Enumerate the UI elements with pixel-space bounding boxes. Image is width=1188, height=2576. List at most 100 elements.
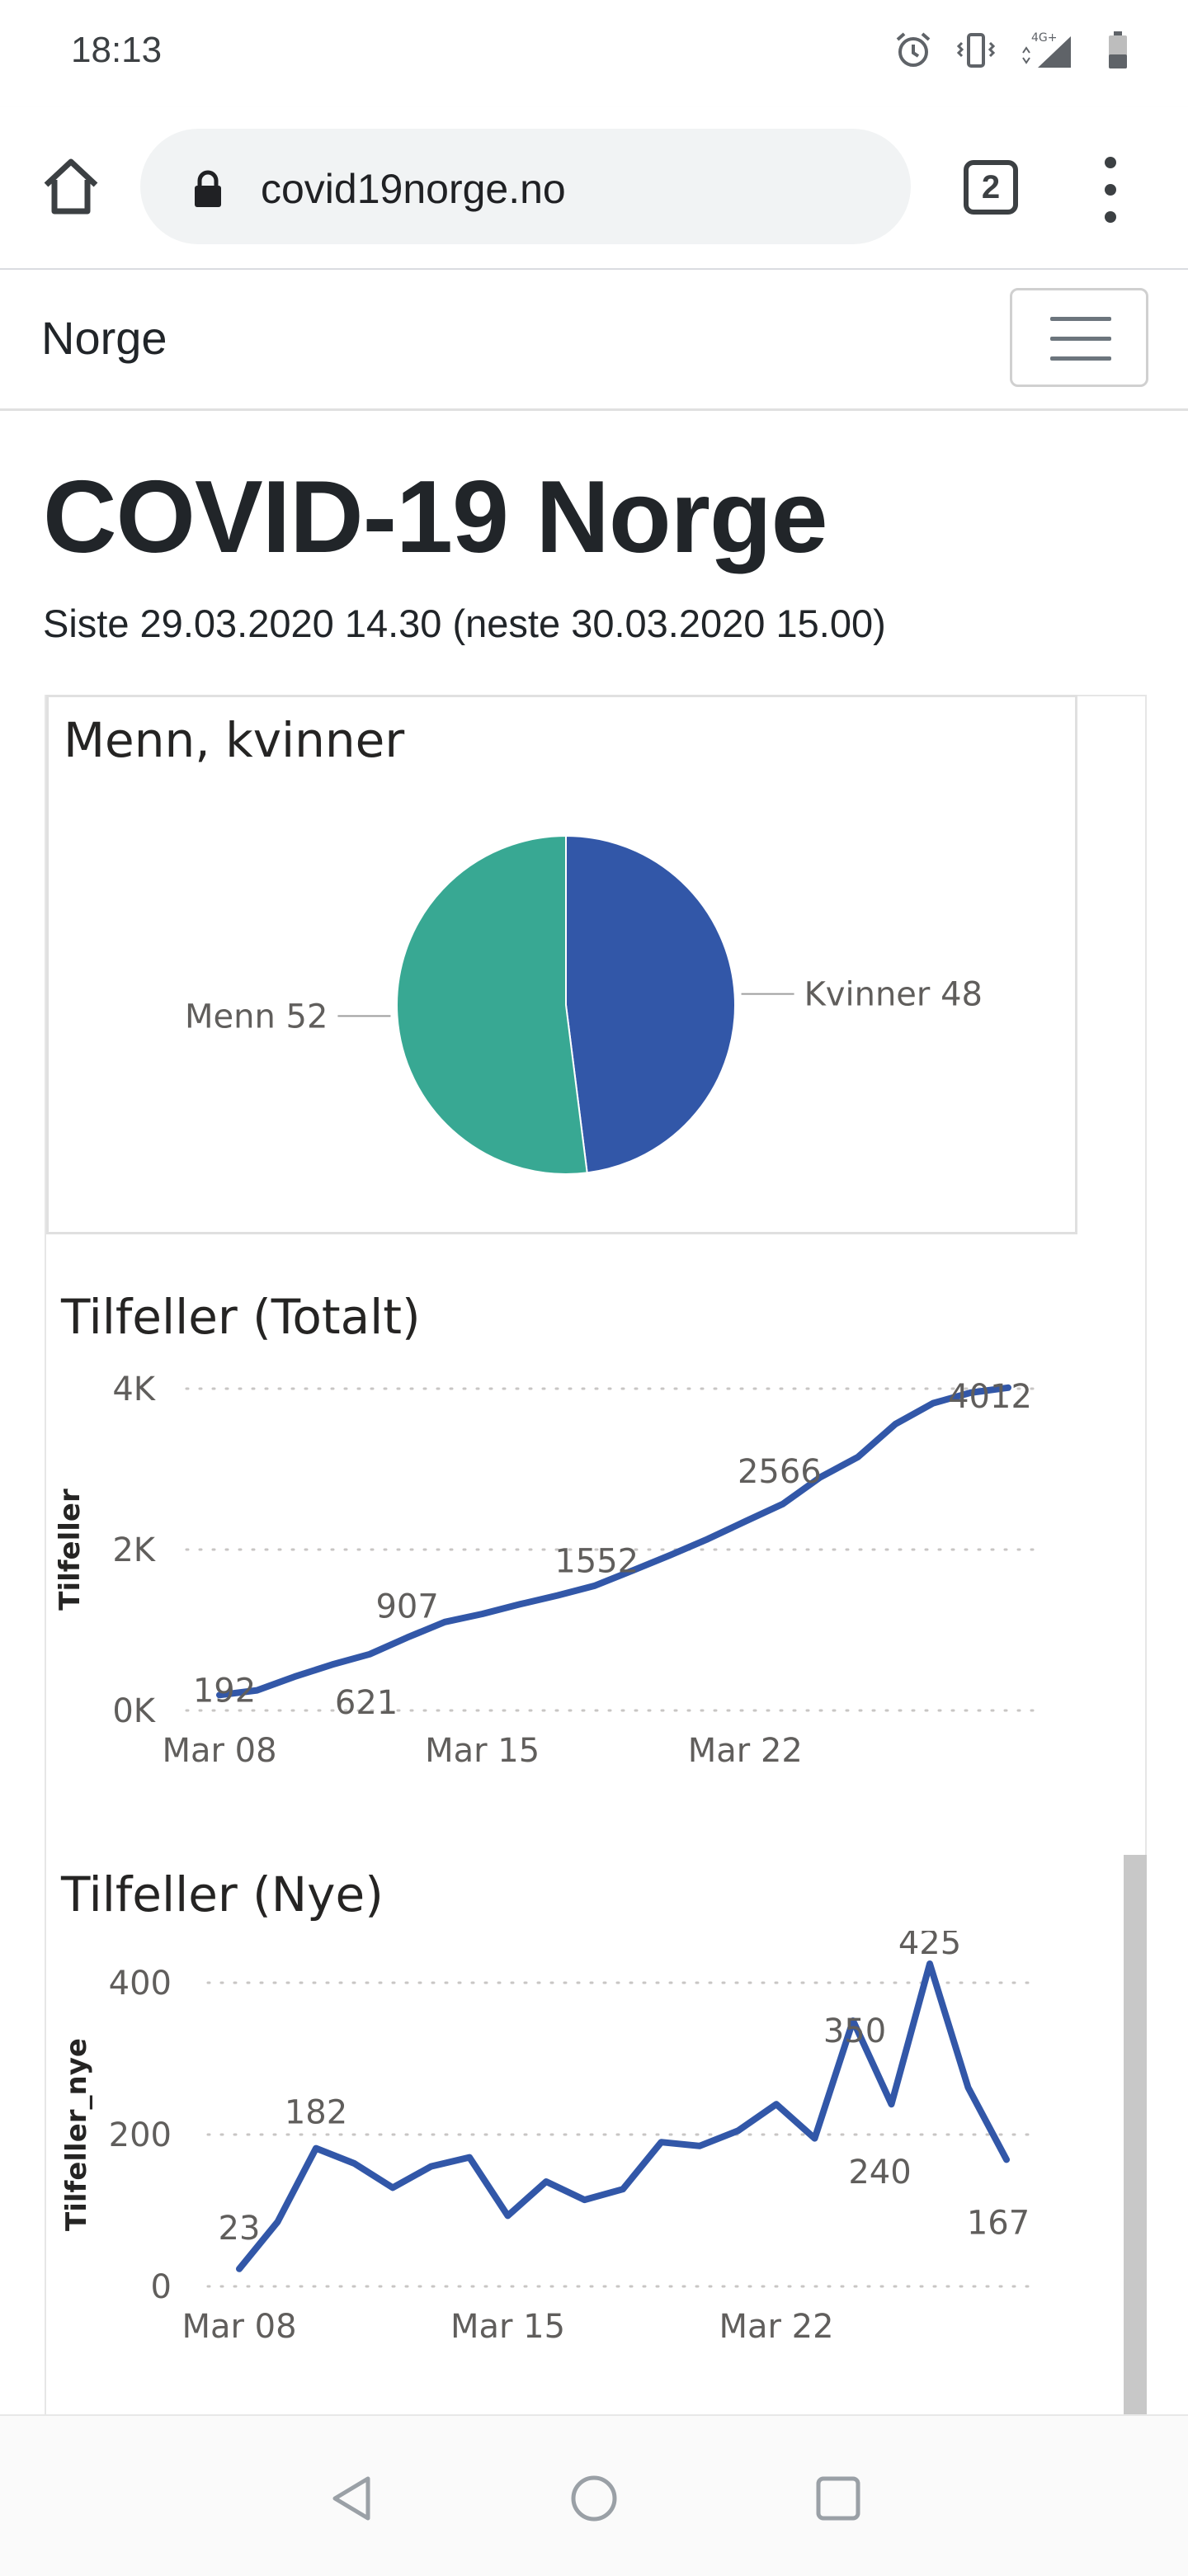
data-point: [481, 1613, 483, 1615]
pie-slice-menn: [396, 834, 588, 1175]
data-point: [430, 2165, 432, 2168]
data-label: 240: [848, 2154, 911, 2191]
new-chart-title: Tilfeller (Nye): [61, 1866, 384, 1923]
tab-switcher-button[interactable]: 2: [964, 160, 1018, 215]
series-line: [216, 1384, 1011, 1699]
y-axis-title: Tilfeller_nye: [60, 2038, 93, 2231]
home-icon[interactable]: [38, 153, 104, 219]
status-time: 18:13: [71, 30, 163, 70]
pie-label-menn: Menn 52: [185, 998, 328, 1036]
data-point: [813, 2137, 816, 2140]
data-point: [507, 2215, 509, 2217]
data-point: [631, 1569, 634, 1572]
home-nav-icon[interactable]: [569, 2474, 619, 2523]
data-point: [622, 2188, 624, 2191]
series-line: [236, 1960, 1010, 2272]
data-point: [776, 2103, 777, 2106]
data-point: [469, 2156, 470, 2158]
x-tick-label: Mar 22: [688, 1732, 803, 1770]
browser-toolbar: covid19norge.no 2: [0, 107, 1188, 270]
lock-icon: [195, 170, 221, 207]
status-bar: 18:13 4G+: [0, 0, 1188, 107]
data-point: [406, 1636, 408, 1639]
data-point: [583, 2199, 586, 2201]
data-point: [1006, 2158, 1007, 2161]
data-point: [556, 1594, 559, 1597]
vibrate-icon: [956, 33, 996, 68]
update-info: Siste 29.03.2020 14.30 (neste 30.03.2020…: [43, 602, 886, 645]
data-label: 182: [285, 2094, 347, 2132]
y-tick-label: 200: [109, 2116, 172, 2154]
data-point: [519, 1603, 521, 1606]
data-point: [392, 2187, 394, 2189]
data-label: 621: [335, 1684, 398, 1722]
recents-icon[interactable]: [815, 2475, 861, 2522]
back-icon[interactable]: [328, 2474, 375, 2523]
y-tick-label: 0: [151, 2268, 172, 2306]
data-point: [315, 2147, 317, 2149]
pie-label-kvinner: Kvinner 48: [804, 976, 983, 1014]
x-tick-label: Mar 15: [450, 2308, 565, 2346]
data-point: [331, 1663, 333, 1666]
total-cases-chart: 0K 2K 4K Mar 08 Mar 15 Mar 22 Tilfeller 192 621 9…: [54, 1371, 1038, 1770]
y-tick-label: 400: [109, 1965, 172, 2003]
page-title: COVID-19 Norge: [43, 460, 828, 574]
status-icons: 4G+: [893, 30, 1130, 71]
data-label: 907: [375, 1588, 438, 1626]
data-point: [1007, 1386, 1009, 1389]
data-point: [744, 1520, 747, 1522]
data-label: 23: [219, 2210, 261, 2248]
data-point: [369, 1653, 371, 1655]
data-point: [238, 2267, 240, 2270]
data-label: 167: [967, 2204, 1030, 2242]
data-point: [594, 1584, 596, 1587]
pie-chart: Kvinner 48 Menn 52: [185, 834, 983, 1175]
x-tick-label: Mar 15: [425, 1732, 540, 1770]
data-point: [444, 1621, 446, 1623]
data-point: [852, 2020, 854, 2022]
data-point: [894, 1422, 897, 1425]
data-point: [294, 1676, 296, 1678]
data-point: [737, 2130, 739, 2132]
total-chart-title: Tilfeller (Totalt): [61, 1289, 421, 1345]
data-point: [967, 2086, 969, 2088]
pie-slice-kvinner: [565, 834, 736, 1174]
data-point: [669, 1554, 672, 1556]
data-point: [781, 1503, 784, 1505]
battery-icon: [1109, 31, 1127, 68]
data-label: 350: [823, 2012, 886, 2050]
pie-chart-title: Menn, kvinner: [64, 712, 405, 768]
data-label: 2566: [738, 1453, 822, 1491]
browser-menu-icon[interactable]: [1094, 157, 1127, 223]
network-label: 4G+: [1031, 31, 1058, 45]
y-axis-title: Tilfeller: [54, 1489, 87, 1611]
data-point: [353, 2162, 356, 2164]
navbar-toggler-button[interactable]: [1010, 288, 1148, 387]
data-label: 4012: [948, 1378, 1032, 1416]
x-tick-label: Mar 08: [162, 1732, 276, 1770]
url-text: covid19norge.no: [261, 166, 566, 212]
data-label: 1552: [554, 1543, 639, 1581]
navbar-brand[interactable]: Norge: [41, 312, 167, 364]
x-tick-label: Mar 22: [719, 2308, 833, 2346]
data-label: 192: [193, 1672, 256, 1710]
data-point: [931, 1402, 934, 1404]
data-point: [699, 2144, 700, 2147]
data-point: [929, 1963, 931, 1965]
data-point: [545, 2181, 547, 2183]
y-tick-label: 0K: [112, 1692, 156, 1730]
data-point: [256, 1689, 258, 1691]
data-point: [890, 2103, 893, 2106]
data-point: [969, 1391, 972, 1394]
x-tick-label: Mar 08: [182, 2308, 296, 2346]
address-bar[interactable]: covid19norge.no: [140, 129, 911, 244]
data-point: [819, 1476, 822, 1479]
alarm-icon: [896, 32, 931, 67]
data-point: [219, 1694, 220, 1696]
system-navigation-bar: [0, 2414, 1188, 2576]
data-point: [706, 1538, 709, 1540]
data-point: [276, 2220, 279, 2223]
new-cases-chart: 0 200 400 Mar 08 Mar 15 Mar 22 Tilfeller_nye 23…: [60, 1931, 1038, 2346]
report-scrollbar[interactable]: [1124, 1855, 1147, 2416]
y-tick-label: 4K: [112, 1371, 156, 1408]
